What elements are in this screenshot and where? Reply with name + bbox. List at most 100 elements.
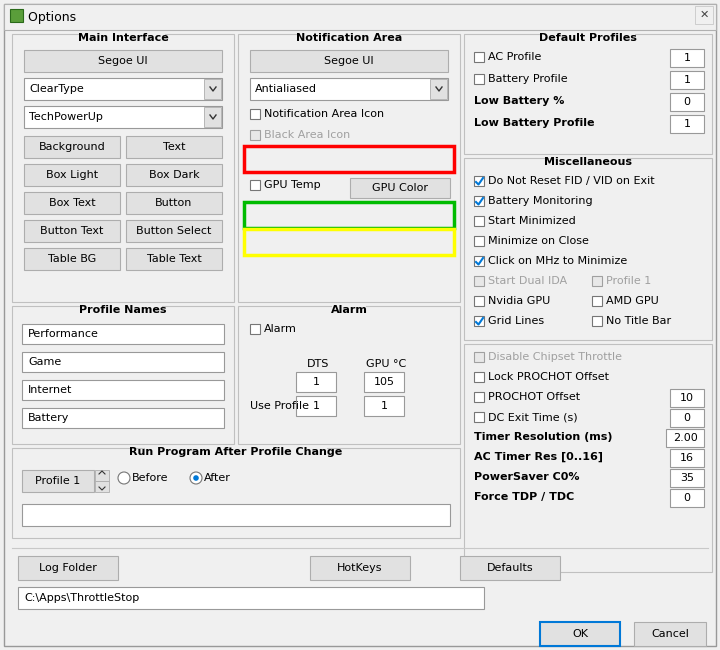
Bar (474, 412, 484, 422)
Bar (10, 9, 23, 22)
Text: 0: 0 (683, 97, 690, 107)
Bar (670, 71, 704, 89)
Bar (540, 622, 620, 646)
Text: GPU Color: GPU Color (372, 183, 428, 193)
Text: Notification Area Icon: Notification Area Icon (264, 109, 384, 119)
Text: Timer Resolution (ms): Timer Resolution (ms) (474, 432, 613, 442)
Bar (18, 556, 118, 580)
Bar (81, 33, 164, 43)
Bar (670, 93, 704, 111)
Text: AMD GPU: AMD GPU (606, 296, 659, 306)
Text: 0: 0 (683, 493, 690, 503)
Bar (474, 176, 484, 186)
Bar (126, 220, 222, 242)
Text: Button Text: Button Text (40, 226, 104, 236)
Text: Profile Names: Profile Names (79, 305, 167, 315)
Bar (670, 389, 704, 407)
Circle shape (193, 475, 199, 481)
Bar (244, 229, 454, 255)
Text: Do Not Reset FID / VID on Exit: Do Not Reset FID / VID on Exit (488, 176, 654, 186)
Text: Antialiased: Antialiased (255, 84, 317, 94)
Text: Box Text: Box Text (49, 198, 95, 208)
Text: PROCHOT Offset: PROCHOT Offset (488, 392, 580, 402)
Bar (204, 79, 221, 99)
Bar (464, 344, 712, 572)
Bar (350, 206, 450, 226)
Text: Grid Lines: Grid Lines (488, 316, 544, 326)
Text: Button Select: Button Select (136, 226, 212, 236)
Bar (474, 392, 484, 402)
Text: 16: 16 (680, 453, 694, 463)
Text: HotKeys: HotKeys (337, 563, 383, 573)
Bar (474, 196, 484, 206)
Bar (244, 146, 454, 172)
Text: MHz Color: MHz Color (372, 211, 428, 221)
Text: TechPowerUp: TechPowerUp (29, 112, 103, 122)
Text: ✕: ✕ (699, 10, 708, 20)
Bar (670, 489, 704, 507)
Text: Power Color: Power Color (367, 238, 433, 248)
Bar (126, 192, 222, 214)
Bar (126, 248, 222, 270)
Text: Alarm: Alarm (330, 305, 367, 315)
Bar (126, 136, 222, 158)
Text: Options: Options (24, 10, 76, 23)
Bar (296, 372, 336, 392)
Text: 1: 1 (380, 401, 387, 411)
Text: 2.00: 2.00 (672, 433, 698, 443)
Bar (474, 276, 484, 286)
Text: 10: 10 (680, 393, 694, 403)
Bar (250, 152, 260, 162)
Bar (238, 34, 460, 302)
Bar (24, 50, 222, 72)
Text: Run Program After Profile Change: Run Program After Profile Change (130, 447, 343, 457)
Text: CPU MHz: CPU MHz (264, 208, 314, 218)
Bar (22, 380, 224, 400)
Bar (18, 587, 484, 609)
Bar (22, 470, 94, 492)
Bar (22, 504, 450, 526)
Bar (24, 106, 222, 128)
Text: Box Dark: Box Dark (149, 170, 199, 180)
Bar (592, 276, 602, 286)
Text: C:\Apps\ThrottleStop: C:\Apps\ThrottleStop (24, 593, 139, 603)
Text: 35: 35 (680, 473, 694, 483)
Text: DTS: DTS (307, 359, 329, 369)
Text: Lock PROCHOT Offset: Lock PROCHOT Offset (488, 372, 609, 382)
Text: 1: 1 (312, 377, 320, 387)
Bar (250, 130, 260, 140)
Bar (296, 396, 336, 416)
Text: 105: 105 (374, 377, 395, 387)
Text: Nvidia GPU: Nvidia GPU (488, 296, 550, 306)
Text: Battery Monitoring: Battery Monitoring (488, 196, 593, 206)
Bar (474, 236, 484, 246)
Bar (460, 556, 560, 580)
Bar (350, 233, 450, 253)
Text: After: After (204, 473, 231, 483)
Bar (670, 115, 704, 133)
Text: Segoe UI: Segoe UI (98, 56, 148, 66)
Bar (364, 372, 404, 392)
Text: Battery: Battery (28, 413, 69, 423)
Bar (670, 409, 704, 427)
Text: ClearType: ClearType (29, 84, 84, 94)
Text: Cancel: Cancel (651, 629, 689, 639)
Bar (22, 352, 224, 372)
Bar (634, 622, 706, 646)
Text: 1: 1 (683, 53, 690, 63)
Bar (24, 164, 120, 186)
Bar (670, 469, 704, 487)
Bar (670, 49, 704, 67)
Text: Force TDP / TDC: Force TDP / TDC (474, 492, 575, 502)
Text: 1: 1 (312, 401, 320, 411)
Text: Log Folder: Log Folder (39, 563, 97, 573)
Circle shape (190, 472, 202, 484)
Text: Before: Before (132, 473, 168, 483)
Bar (24, 220, 120, 242)
Bar (244, 202, 454, 228)
Text: Power: Power (264, 235, 298, 245)
Text: Main Interface: Main Interface (78, 33, 168, 43)
Bar (350, 178, 450, 198)
Text: PowerSaver C0%: PowerSaver C0% (474, 472, 580, 482)
Bar (95, 470, 109, 481)
